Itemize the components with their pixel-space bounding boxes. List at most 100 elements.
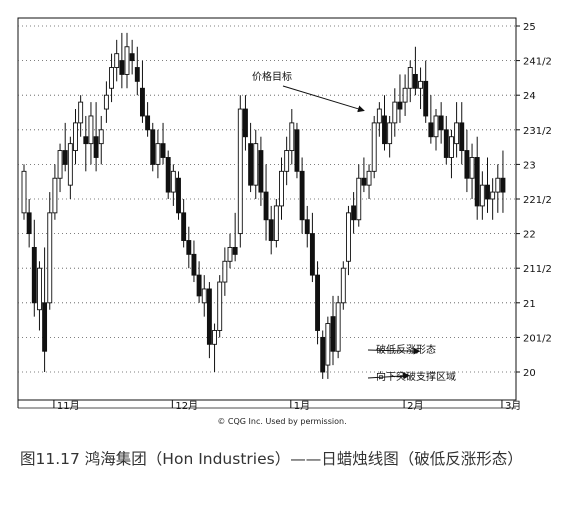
candle	[145, 102, 151, 137]
candle	[181, 199, 187, 248]
candle-body-white	[454, 122, 460, 145]
candle	[62, 122, 68, 172]
candle-body-white	[47, 212, 53, 304]
candle-body-white	[273, 205, 279, 241]
candle-body-black	[485, 184, 490, 200]
candle	[222, 247, 228, 296]
candle	[155, 129, 161, 179]
candle	[356, 164, 362, 227]
candle-body-white	[109, 67, 115, 89]
candle	[392, 88, 398, 137]
candle	[139, 60, 145, 123]
candle-body-black	[320, 336, 326, 373]
candle	[412, 46, 418, 96]
candle-body-white	[479, 184, 485, 207]
y-tick-label: 241/2	[523, 57, 552, 68]
annotation-label: 向下突破支撑区域	[376, 370, 456, 383]
candle	[191, 240, 197, 283]
y-tick-label: 22	[523, 230, 536, 241]
candle-body-black	[459, 122, 465, 152]
candle-body-white	[407, 67, 413, 89]
y-tick-label: 25	[523, 22, 536, 33]
candle	[443, 115, 449, 165]
candle-body-black	[423, 80, 429, 117]
candle	[464, 129, 470, 193]
candle	[253, 129, 259, 199]
candle-body-white	[392, 101, 398, 124]
candle	[37, 261, 42, 331]
candle	[119, 32, 125, 89]
candle	[248, 122, 254, 193]
candle-body-white	[279, 170, 284, 207]
candle-body-black	[232, 246, 238, 255]
candle	[284, 136, 290, 186]
candle-body-black	[443, 129, 449, 158]
candle	[340, 261, 346, 310]
candle	[26, 199, 32, 248]
candle	[485, 157, 490, 213]
month-label: 12月	[175, 400, 198, 412]
candle	[433, 109, 439, 151]
candle-body-white	[490, 191, 496, 200]
candle	[418, 67, 423, 110]
candle-body-black	[165, 157, 171, 193]
candle	[346, 205, 351, 276]
candle	[52, 164, 58, 220]
candle-body-white	[21, 170, 27, 214]
candle-body-black	[206, 288, 212, 345]
candle-body-black	[309, 233, 315, 276]
candle	[279, 157, 284, 220]
y-tick-label: 23	[523, 160, 536, 171]
candle-body-black	[196, 274, 202, 297]
candle-body-black	[438, 115, 444, 131]
candle	[103, 81, 109, 123]
candle-body-black	[26, 212, 32, 235]
candle	[57, 143, 63, 193]
candle	[150, 122, 156, 172]
candle-body-black	[31, 246, 37, 304]
candle	[366, 164, 372, 199]
candle	[31, 219, 37, 317]
x-axis-months: 11月 12月 1月 2月 3月	[17, 400, 521, 412]
candle	[42, 247, 48, 372]
candle-body-white	[201, 288, 207, 304]
candle	[232, 212, 238, 262]
y-axis-ticks: 25 241/2 24 231/2 23 221/2 22 211/2 21 201/2 20	[516, 22, 552, 379]
candle-body-black	[83, 136, 89, 145]
candle-body-white	[433, 115, 439, 138]
candle	[407, 60, 413, 103]
candle-body-white	[495, 177, 501, 193]
candle-body-black	[397, 101, 403, 110]
y-tick-label: 211/2	[523, 264, 552, 275]
candle	[201, 275, 207, 317]
candle-body-white	[402, 87, 408, 103]
candle	[449, 129, 454, 179]
candle-body-white	[124, 46, 130, 75]
annotation: 向下突破支撑区域	[367, 370, 456, 383]
candle-body-black	[150, 129, 156, 165]
candle-body-white	[217, 281, 223, 331]
candle	[428, 95, 434, 144]
candle-body-black	[382, 115, 387, 145]
candle-body-black	[299, 170, 305, 221]
candle	[309, 212, 315, 283]
candle	[397, 74, 403, 123]
candle-body-black	[186, 240, 192, 255]
candle	[387, 115, 393, 158]
candle	[212, 323, 218, 372]
candle	[304, 205, 310, 248]
candlestick-chart: 25 241/2 24 231/2 23 221/2 22 211/2 21 201/2 20 11…	[17, 17, 552, 426]
candle	[294, 122, 300, 179]
candle-body-white	[103, 94, 109, 110]
candle	[134, 46, 140, 96]
annotation-label: 破低反涨形态	[376, 343, 436, 356]
month-label: 2月	[407, 400, 423, 412]
candle	[73, 109, 78, 165]
annotation-arrow	[367, 372, 411, 380]
candle-body-white	[52, 177, 58, 214]
candle-body-black	[129, 53, 135, 62]
candle-body-white	[114, 53, 120, 68]
candle-body-black	[474, 157, 480, 207]
candle	[299, 157, 305, 234]
